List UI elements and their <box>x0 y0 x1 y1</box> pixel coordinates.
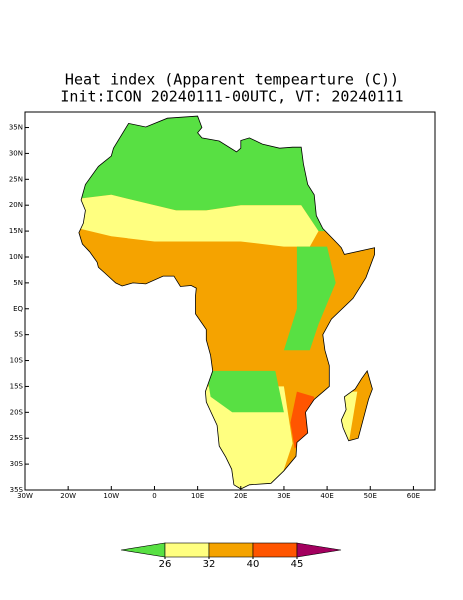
colorbar-segment <box>252 542 298 558</box>
colorbar-segment <box>164 542 210 558</box>
x-tick-label: 50E <box>364 492 377 500</box>
x-tick-label: 60E <box>407 492 420 500</box>
y-tick-label: 25S <box>10 434 24 442</box>
heat-zone <box>206 370 284 413</box>
y-tick-label: EQ <box>13 305 23 313</box>
y-tick-label: 30N <box>9 149 23 157</box>
x-tick-label: 20W <box>60 492 76 500</box>
y-tick-label: 10N <box>9 253 23 261</box>
x-tick-label: 20E <box>234 492 247 500</box>
colorbar-segment <box>208 542 254 558</box>
y-tick-label: 15N <box>9 227 23 235</box>
y-tick-label: 30S <box>10 460 24 468</box>
colorbar-high <box>296 542 342 558</box>
y-tick-label: 5S <box>14 331 23 339</box>
y-tick-label: 10S <box>10 357 24 365</box>
x-tick-label: 30W <box>17 492 33 500</box>
y-tick-label: 20N <box>9 201 23 209</box>
colorbar-low <box>120 542 166 558</box>
y-tick-label: 35S <box>10 486 24 494</box>
map-frame <box>24 111 436 491</box>
y-tick-label: 5N <box>13 279 23 287</box>
y-tick-label: 15S <box>10 382 24 390</box>
x-tick-label: 40E <box>320 492 333 500</box>
colorbar-tick-label: 26 <box>159 559 172 570</box>
colorbar-tick-label: 40 <box>247 559 260 570</box>
coastlines <box>78 115 375 490</box>
x-tick-label: 0 <box>152 492 156 500</box>
x-tick-label: 10E <box>191 492 204 500</box>
coastline <box>78 115 375 490</box>
x-tick-label: 10W <box>103 492 119 500</box>
y-tick-label: 25N <box>9 175 23 183</box>
y-tick-label: 35N <box>9 124 23 132</box>
colorbar-tick-label: 32 <box>203 559 216 570</box>
x-tick-label: 30E <box>277 492 290 500</box>
heat-zone <box>290 391 315 449</box>
map-title: Heat index (Apparent tempearture (C)) <box>65 71 399 89</box>
map-subtitle: Init:ICON 20240111-00UTC, VT: 20240111 <box>60 88 403 106</box>
colorbar-tick-label: 45 <box>291 559 304 570</box>
y-tick-label: 20S <box>10 408 24 416</box>
heat-zone <box>283 246 336 351</box>
heat-zone <box>78 194 319 247</box>
